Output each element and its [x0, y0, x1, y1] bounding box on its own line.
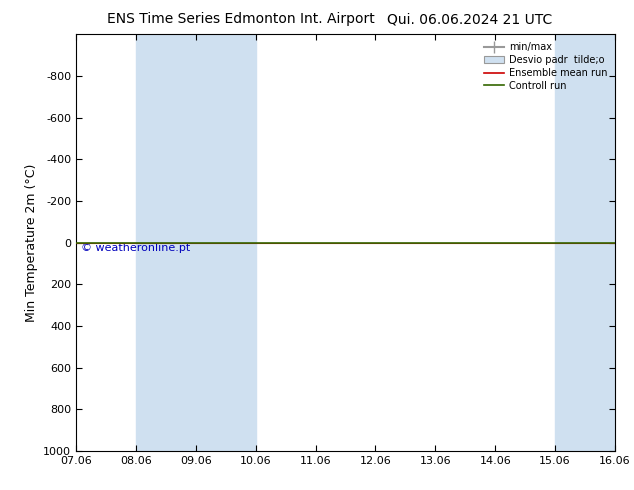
Text: © weatheronline.pt: © weatheronline.pt: [81, 243, 191, 253]
Bar: [555, 34, 634, 451]
Text: Qui. 06.06.2024 21 UTC: Qui. 06.06.2024 21 UTC: [387, 12, 552, 26]
Bar: [136, 34, 256, 451]
Text: ENS Time Series Edmonton Int. Airport: ENS Time Series Edmonton Int. Airport: [107, 12, 375, 26]
Legend: min/max, Desvio padr  tilde;o, Ensemble mean run, Controll run: min/max, Desvio padr tilde;o, Ensemble m…: [481, 38, 611, 95]
Y-axis label: Min Temperature 2m (°C): Min Temperature 2m (°C): [25, 163, 37, 322]
